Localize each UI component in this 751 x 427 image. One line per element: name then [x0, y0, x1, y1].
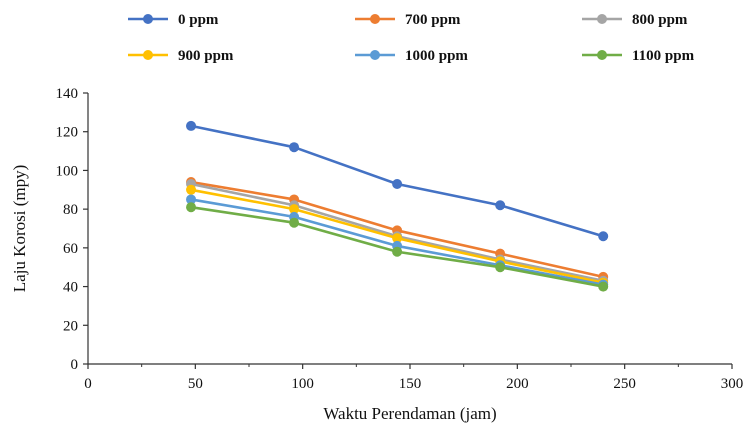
series-1100-ppm [186, 202, 609, 292]
series-0-ppm [186, 120, 609, 242]
legend-label: 700 ppm [405, 12, 461, 28]
x-tick-label: 100 [291, 376, 314, 392]
y-tick-label: 140 [56, 86, 79, 102]
y-tick-label: 40 [63, 280, 78, 296]
series-900-ppm [186, 184, 609, 288]
x-axis-title: Waktu Perendaman (jam) [323, 404, 496, 423]
x-tick-label: 50 [188, 376, 203, 392]
legend-swatch-marker [597, 14, 607, 24]
y-tick-label: 120 [56, 125, 79, 141]
y-ticks: 0 20 40 60 80 100 120 140 [56, 86, 88, 373]
x-ticks: 0 50 100 150 200 250 300 [84, 364, 743, 392]
data-point [289, 204, 300, 215]
y-tick-label: 80 [63, 202, 78, 218]
data-point [495, 262, 506, 273]
legend-item: 1000 ppm [355, 48, 468, 64]
series-layer [186, 120, 609, 292]
y-tick-label: 60 [63, 241, 78, 257]
y-axis-title: Laju Korosi (mpy) [10, 165, 29, 292]
legend-item: 900 ppm [128, 48, 234, 64]
data-point [186, 194, 197, 205]
legend-item: 700 ppm [355, 12, 461, 28]
data-point [289, 142, 300, 153]
y-tick-label: 100 [56, 163, 79, 179]
data-point [186, 184, 197, 195]
x-tick-label: 300 [721, 376, 744, 392]
legend-label: 800 ppm [632, 12, 688, 28]
legend-label: 1000 ppm [405, 48, 468, 64]
legend-swatch-marker [370, 50, 380, 60]
data-point [392, 233, 403, 244]
legend-swatch-marker [370, 14, 380, 24]
data-point [289, 217, 300, 228]
data-point [495, 200, 506, 211]
data-point [392, 246, 403, 257]
data-point [598, 281, 609, 292]
legend-item: 1100 ppm [582, 48, 695, 64]
y-tick-label: 0 [71, 357, 79, 373]
x-tick-label: 150 [399, 376, 422, 392]
legend-swatch-marker [143, 14, 153, 24]
x-tick-label: 0 [84, 376, 92, 392]
data-point [186, 202, 197, 213]
legend-swatch-marker [143, 50, 153, 60]
legend-item: 800 ppm [582, 12, 688, 28]
axes [87, 93, 732, 365]
data-point [598, 231, 609, 242]
legend-label: 900 ppm [178, 48, 234, 64]
legend-item: 0 ppm [128, 12, 219, 28]
legend: 0 ppm 700 ppm 800 ppm 900 ppm 1000 ppm 1100 p… [128, 12, 695, 64]
x-tick-label: 200 [506, 376, 529, 392]
legend-label: 1100 ppm [632, 48, 695, 64]
x-tick-label: 250 [613, 376, 636, 392]
data-point [392, 178, 403, 189]
legend-swatch-marker [597, 50, 607, 60]
legend-label: 0 ppm [178, 12, 219, 28]
y-tick-label: 20 [63, 318, 78, 334]
series-700-ppm [186, 177, 609, 282]
data-point [186, 120, 197, 131]
